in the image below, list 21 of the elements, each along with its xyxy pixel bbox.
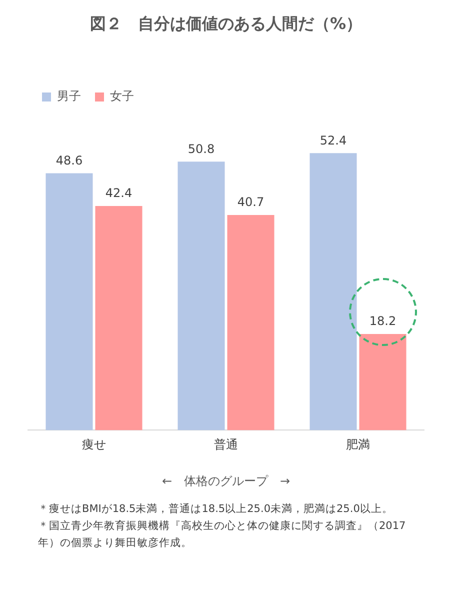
x-tick-label: 普通 <box>214 438 238 452</box>
text: ＊痩せはBMIが18.5未満，普通は18.5以上25.0未満，肥満は25.0以上。 <box>38 502 394 517</box>
bar <box>95 206 142 430</box>
x-tick-label: 痩せ <box>82 438 106 452</box>
bar <box>46 173 93 430</box>
bar <box>359 334 406 430</box>
data-label: 40.7 <box>237 195 264 210</box>
data-label: 18.2 <box>369 314 396 328</box>
legend-label: 女子 <box>110 89 134 104</box>
text: ＊国立青少年教育振興機構『高校生の心と体の健康に関する調査』（2017年）の個票より舞田敏彦作成。 <box>38 519 407 551</box>
data-label: 42.4 <box>105 186 132 200</box>
x-tick-label: 肥満 <box>346 438 370 452</box>
data-label: 48.6 <box>56 153 83 168</box>
bar <box>227 215 274 430</box>
legend-label: 男子 <box>57 89 81 104</box>
data-label: 52.4 <box>320 133 347 148</box>
bar <box>310 153 357 430</box>
x-axis-title: ← 体格のグループ → <box>162 474 290 488</box>
data-label: 50.8 <box>188 142 215 156</box>
chart-title: 図２ 自分は価値のある人間だ（%） <box>88 14 364 35</box>
bar <box>178 162 225 430</box>
